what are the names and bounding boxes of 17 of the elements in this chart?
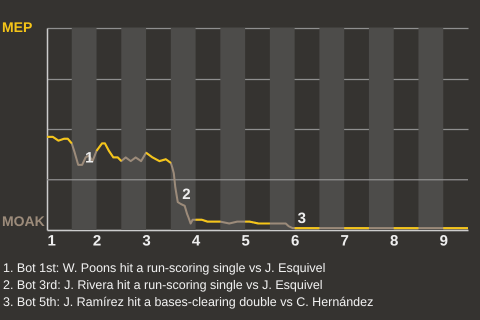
- text: 3. Bot 5th: J. Ramírez hit a bases-clearing double vs C. Hernández: [3, 295, 374, 309]
- x-tick-label: 9: [440, 232, 448, 250]
- x-tick-label: 5: [241, 232, 250, 250]
- x-tick-label: 4: [192, 232, 201, 250]
- annotation: 2: [182, 186, 191, 203]
- text: MEP: [2, 19, 32, 35]
- x-tick-label: 6: [290, 232, 300, 250]
- x-tick-label: 1: [48, 232, 56, 250]
- x-tick-label: 2: [92, 232, 102, 250]
- text: MOAK: [2, 213, 45, 229]
- annotation: 1: [85, 150, 94, 167]
- text: 2. Bot 3rd: J. Rivera hit a run-scoring single vs J. Esquivel: [3, 278, 323, 292]
- x-tick-label: 8: [390, 232, 398, 250]
- annotation: 3: [298, 210, 306, 228]
- text: 1. Bot 1st: W. Poons hit a run-scoring single vs J. Esquivel: [3, 261, 326, 275]
- x-tick-label: 3: [142, 232, 151, 250]
- x-tick-label: 7: [340, 232, 349, 250]
